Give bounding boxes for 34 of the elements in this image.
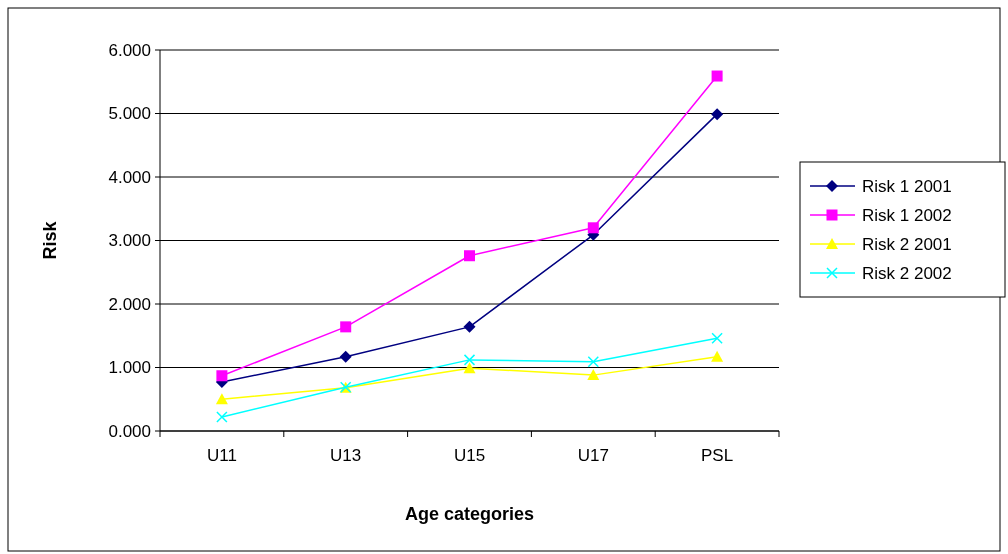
point	[463, 354, 476, 366]
y-axis-title: Risk	[40, 220, 60, 260]
point	[463, 320, 476, 333]
x-tick-label: U17	[577, 446, 609, 465]
y-tick-label: 0.000	[108, 421, 151, 441]
x-tick-label: U13	[330, 446, 362, 465]
point	[463, 362, 476, 374]
y-tick-label: 6.000	[108, 40, 151, 60]
x-tick-label: U11	[206, 446, 237, 465]
legend-label: Risk 1 2002	[862, 205, 952, 225]
x-tick-label: U15	[453, 446, 486, 465]
point	[216, 370, 228, 382]
y-tick-label: 1.000	[108, 358, 151, 378]
point	[215, 393, 228, 405]
y-tick-label: 5.000	[108, 104, 151, 124]
point	[464, 250, 475, 262]
point	[711, 332, 723, 345]
legend-label: Risk 2 2001	[862, 234, 952, 254]
point	[711, 350, 724, 362]
y-tick-label: 2.000	[108, 294, 151, 314]
point	[711, 70, 723, 82]
point	[339, 350, 352, 363]
x-tick-label: PSL	[701, 446, 734, 465]
y-tick-label: 4.000	[108, 167, 151, 187]
x-axis-title: Age categories	[404, 504, 535, 524]
point	[216, 411, 228, 423]
point	[711, 108, 724, 121]
point	[340, 321, 352, 333]
point	[587, 369, 600, 381]
legend-label: Risk 2 2002	[862, 263, 952, 283]
point	[587, 222, 599, 234]
point	[587, 356, 600, 368]
legend-label: Risk 1 2001	[862, 176, 952, 196]
y-tick-label: 3.000	[108, 231, 151, 251]
